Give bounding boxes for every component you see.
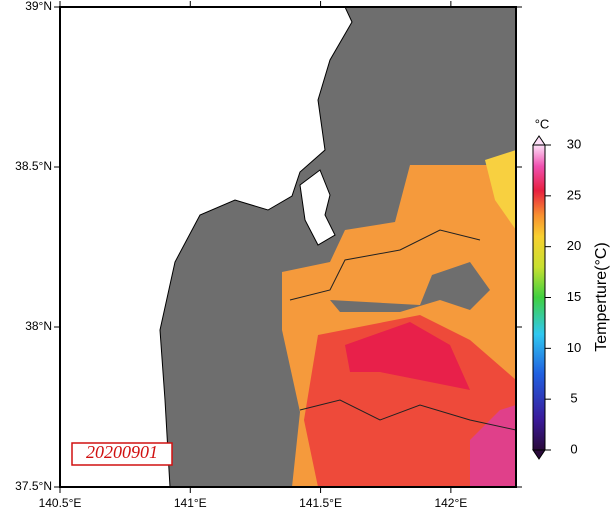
x-tick-label: 140.5°E: [39, 496, 82, 510]
colorbar-tick-label: 15: [567, 289, 581, 304]
y-tick-label: 39°N: [25, 0, 52, 13]
bay: [299, 169, 336, 246]
sst-hotter: [345, 322, 470, 390]
x-tick-label: 141°E: [174, 496, 207, 510]
map-area: [60, 7, 516, 487]
map-frame: [59, 6, 517, 488]
date-box: [71, 442, 173, 466]
colorbar: [532, 144, 546, 451]
contour: [289, 229, 481, 301]
colorbar-tick-label: 10: [567, 340, 581, 355]
sst-gap: [330, 262, 490, 312]
colorbar-cap-bottom: [532, 449, 546, 460]
y-tick-label: 38.5°N: [15, 159, 52, 173]
sst-yellow: [485, 150, 516, 230]
date-label: 20200901: [86, 442, 158, 462]
colorbar-tick-label: 20: [567, 238, 581, 253]
colorbar-unit: °C: [535, 116, 550, 131]
colorbar-tick-label: 25: [567, 187, 581, 202]
y-tick-label: 37.5°N: [15, 479, 52, 493]
colorbar-tick-label: 5: [570, 391, 577, 406]
y-tick-label: 38°N: [25, 319, 52, 333]
colorbar-cap-top: [532, 135, 546, 146]
x-tick-label: 142°E: [434, 496, 467, 510]
sst-pink: [470, 405, 516, 487]
colorbar-title: Temperture(°C): [593, 242, 610, 352]
x-tick-label: 141.5°E: [299, 496, 342, 510]
colorbar-tick-label: 30: [567, 136, 581, 151]
contour: [299, 399, 516, 431]
colorbar-tick-label: 0: [570, 441, 577, 456]
